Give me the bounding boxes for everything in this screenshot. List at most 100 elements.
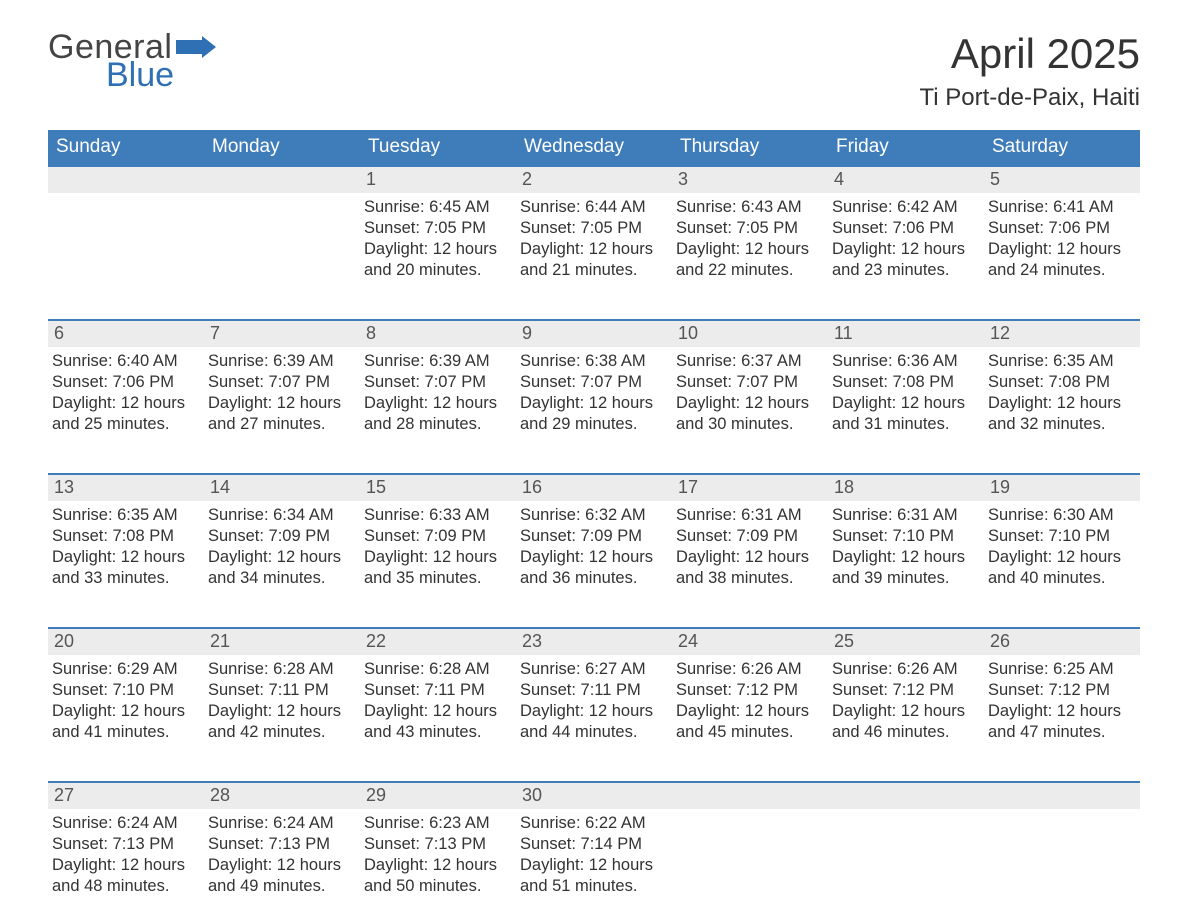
page-title: April 2025	[920, 30, 1141, 78]
day-body: Sunrise: 6:32 AMSunset: 7:09 PMDaylight:…	[516, 501, 672, 609]
day-body: Sunrise: 6:26 AMSunset: 7:12 PMDaylight:…	[672, 655, 828, 763]
day-cell: 14Sunrise: 6:34 AMSunset: 7:09 PMDayligh…	[204, 475, 360, 609]
sunrise-line: Sunrise: 6:30 AM	[988, 505, 1134, 526]
day-cell: 30Sunrise: 6:22 AMSunset: 7:14 PMDayligh…	[516, 783, 672, 917]
day-number: 1	[360, 167, 516, 193]
sunset-line: Sunset: 7:11 PM	[364, 680, 510, 701]
sunrise-line: Sunrise: 6:34 AM	[208, 505, 354, 526]
weekday-header: Thursday	[672, 130, 828, 165]
daylight-line: Daylight: 12 hours and 20 minutes.	[364, 239, 510, 281]
daylight-line: Daylight: 12 hours and 31 minutes.	[832, 393, 978, 435]
sunrise-line: Sunrise: 6:28 AM	[208, 659, 354, 680]
sunset-line: Sunset: 7:07 PM	[208, 372, 354, 393]
sunset-line: Sunset: 7:12 PM	[988, 680, 1134, 701]
page-subtitle: Ti Port-de-Paix, Haiti	[920, 84, 1141, 112]
daylight-line: Daylight: 12 hours and 34 minutes.	[208, 547, 354, 589]
sunset-line: Sunset: 7:05 PM	[520, 218, 666, 239]
weekday-header: Monday	[204, 130, 360, 165]
day-body: Sunrise: 6:28 AMSunset: 7:11 PMDaylight:…	[360, 655, 516, 763]
day-body: Sunrise: 6:38 AMSunset: 7:07 PMDaylight:…	[516, 347, 672, 455]
sunset-line: Sunset: 7:08 PM	[988, 372, 1134, 393]
sunrise-line: Sunrise: 6:36 AM	[832, 351, 978, 372]
sunrise-line: Sunrise: 6:33 AM	[364, 505, 510, 526]
sunset-line: Sunset: 7:12 PM	[676, 680, 822, 701]
sunset-line: Sunset: 7:12 PM	[832, 680, 978, 701]
weekday-header: Wednesday	[516, 130, 672, 165]
sunset-line: Sunset: 7:08 PM	[832, 372, 978, 393]
sunrise-line: Sunrise: 6:43 AM	[676, 197, 822, 218]
sunrise-line: Sunrise: 6:23 AM	[364, 813, 510, 834]
day-body: Sunrise: 6:33 AMSunset: 7:09 PMDaylight:…	[360, 501, 516, 609]
day-number: 10	[672, 321, 828, 347]
day-number: 17	[672, 475, 828, 501]
day-body: Sunrise: 6:44 AMSunset: 7:05 PMDaylight:…	[516, 193, 672, 301]
sunset-line: Sunset: 7:10 PM	[832, 526, 978, 547]
day-cell: 7Sunrise: 6:39 AMSunset: 7:07 PMDaylight…	[204, 321, 360, 455]
sunset-line: Sunset: 7:06 PM	[52, 372, 198, 393]
sunrise-line: Sunrise: 6:31 AM	[832, 505, 978, 526]
day-number: 23	[516, 629, 672, 655]
day-cell: 22Sunrise: 6:28 AMSunset: 7:11 PMDayligh…	[360, 629, 516, 763]
day-body: Sunrise: 6:29 AMSunset: 7:10 PMDaylight:…	[48, 655, 204, 763]
daylight-line: Daylight: 12 hours and 38 minutes.	[676, 547, 822, 589]
day-cell	[204, 167, 360, 301]
day-cell: 26Sunrise: 6:25 AMSunset: 7:12 PMDayligh…	[984, 629, 1140, 763]
sunset-line: Sunset: 7:09 PM	[676, 526, 822, 547]
daylight-line: Daylight: 12 hours and 41 minutes.	[52, 701, 198, 743]
week-row: 13Sunrise: 6:35 AMSunset: 7:08 PMDayligh…	[48, 473, 1140, 609]
daylight-line: Daylight: 12 hours and 46 minutes.	[832, 701, 978, 743]
sunset-line: Sunset: 7:11 PM	[208, 680, 354, 701]
sunset-line: Sunset: 7:13 PM	[364, 834, 510, 855]
sunrise-line: Sunrise: 6:35 AM	[52, 505, 198, 526]
day-cell: 3Sunrise: 6:43 AMSunset: 7:05 PMDaylight…	[672, 167, 828, 301]
day-cell: 9Sunrise: 6:38 AMSunset: 7:07 PMDaylight…	[516, 321, 672, 455]
day-cell: 6Sunrise: 6:40 AMSunset: 7:06 PMDaylight…	[48, 321, 204, 455]
sunset-line: Sunset: 7:13 PM	[52, 834, 198, 855]
day-body: Sunrise: 6:35 AMSunset: 7:08 PMDaylight:…	[48, 501, 204, 609]
day-body: Sunrise: 6:41 AMSunset: 7:06 PMDaylight:…	[984, 193, 1140, 301]
day-number: 3	[672, 167, 828, 193]
day-cell: 4Sunrise: 6:42 AMSunset: 7:06 PMDaylight…	[828, 167, 984, 301]
day-body: Sunrise: 6:22 AMSunset: 7:14 PMDaylight:…	[516, 809, 672, 917]
day-number	[828, 783, 984, 809]
day-number: 9	[516, 321, 672, 347]
day-number	[48, 167, 204, 193]
day-cell: 18Sunrise: 6:31 AMSunset: 7:10 PMDayligh…	[828, 475, 984, 609]
day-body: Sunrise: 6:36 AMSunset: 7:08 PMDaylight:…	[828, 347, 984, 455]
sunrise-line: Sunrise: 6:42 AM	[832, 197, 978, 218]
day-body: Sunrise: 6:25 AMSunset: 7:12 PMDaylight:…	[984, 655, 1140, 763]
day-body: Sunrise: 6:31 AMSunset: 7:10 PMDaylight:…	[828, 501, 984, 609]
sunrise-line: Sunrise: 6:25 AM	[988, 659, 1134, 680]
daylight-line: Daylight: 12 hours and 27 minutes.	[208, 393, 354, 435]
day-number: 13	[48, 475, 204, 501]
daylight-line: Daylight: 12 hours and 51 minutes.	[520, 855, 666, 897]
sunrise-line: Sunrise: 6:27 AM	[520, 659, 666, 680]
title-block: April 2025 Ti Port-de-Paix, Haiti	[920, 30, 1141, 112]
sunrise-line: Sunrise: 6:24 AM	[52, 813, 198, 834]
day-body	[204, 193, 360, 301]
weekday-header: Tuesday	[360, 130, 516, 165]
sunset-line: Sunset: 7:05 PM	[364, 218, 510, 239]
day-cell	[48, 167, 204, 301]
day-number: 16	[516, 475, 672, 501]
day-number: 21	[204, 629, 360, 655]
daylight-line: Daylight: 12 hours and 33 minutes.	[52, 547, 198, 589]
day-body: Sunrise: 6:30 AMSunset: 7:10 PMDaylight:…	[984, 501, 1140, 609]
day-body	[672, 809, 828, 917]
daylight-line: Daylight: 12 hours and 35 minutes.	[364, 547, 510, 589]
day-number: 27	[48, 783, 204, 809]
daylight-line: Daylight: 12 hours and 47 minutes.	[988, 701, 1134, 743]
day-cell	[984, 783, 1140, 917]
day-body: Sunrise: 6:24 AMSunset: 7:13 PMDaylight:…	[48, 809, 204, 917]
day-cell: 17Sunrise: 6:31 AMSunset: 7:09 PMDayligh…	[672, 475, 828, 609]
day-cell	[672, 783, 828, 917]
day-body: Sunrise: 6:43 AMSunset: 7:05 PMDaylight:…	[672, 193, 828, 301]
day-number: 2	[516, 167, 672, 193]
daylight-line: Daylight: 12 hours and 30 minutes.	[676, 393, 822, 435]
daylight-line: Daylight: 12 hours and 42 minutes.	[208, 701, 354, 743]
sunset-line: Sunset: 7:07 PM	[364, 372, 510, 393]
day-cell: 15Sunrise: 6:33 AMSunset: 7:09 PMDayligh…	[360, 475, 516, 609]
day-cell: 10Sunrise: 6:37 AMSunset: 7:07 PMDayligh…	[672, 321, 828, 455]
day-number: 12	[984, 321, 1140, 347]
day-number: 8	[360, 321, 516, 347]
